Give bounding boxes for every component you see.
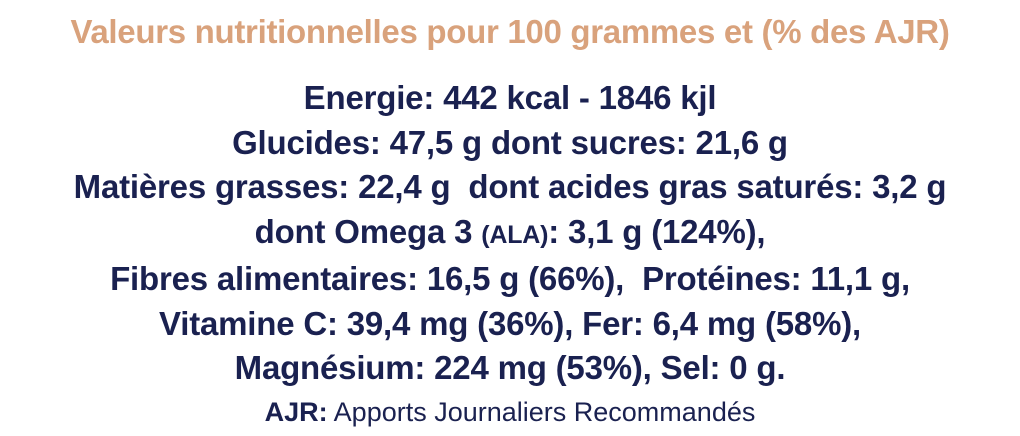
ajr-footnote: AJR: Apports Journaliers Recommandés <box>0 394 1020 430</box>
nutrition-values: Energie: 442 kcal - 1846 kjl Glucides: 4… <box>0 76 1020 391</box>
magnesium-line: Magnésium: 224 mg (53%), Sel: 0 g. <box>234 349 786 386</box>
vitamin-line: Vitamine C: 39,4 mg (36%), Fer: 6,4 mg (… <box>159 304 861 342</box>
energy-line: Energie: 442 kcal - 1846 kjl <box>303 79 717 116</box>
ajr-label: AJR: <box>264 397 328 427</box>
omega-suffix: : 3,1 g (124%), <box>548 212 766 250</box>
fibres-line: Fibres alimentaires: 16,5 g (66%), Proté… <box>110 260 910 297</box>
omega-prefix: dont Omega 3 <box>254 212 482 250</box>
fats-line: Matières grasses: 22,4 g dont acides gra… <box>73 168 947 205</box>
carbs-line: Glucides: 47,5 g dont sucres: 21,6 g <box>232 123 788 161</box>
nutrition-title: Valeurs nutritionnelles pour 100 grammes… <box>70 13 950 50</box>
ajr-definition: Apports Journaliers Recommandés <box>327 397 756 427</box>
omega-line: dont Omega 3 (ALA): 3,1 g (124%), <box>0 210 1020 258</box>
omega-abbrev: (ALA) <box>481 220 549 249</box>
